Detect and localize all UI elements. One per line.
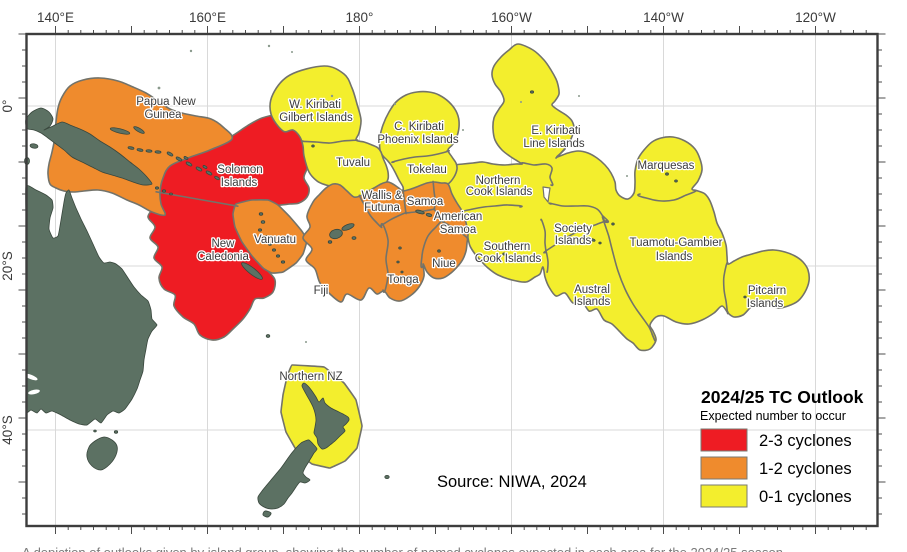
svg-text:Phoenix Islands: Phoenix Islands <box>377 134 458 146</box>
svg-text:Source: NIWA, 2024: Source: NIWA, 2024 <box>437 473 587 491</box>
svg-text:Solomon: Solomon <box>217 164 262 176</box>
svg-text:E. Kiribati: E. Kiribati <box>531 125 580 137</box>
svg-text:Austral: Austral <box>574 284 610 296</box>
svg-text:Islands: Islands <box>656 251 693 263</box>
svg-text:Papua New: Papua New <box>136 96 196 108</box>
svg-text:0°: 0° <box>0 100 15 113</box>
svg-text:Islands: Islands <box>747 298 784 310</box>
svg-text:20°S: 20°S <box>0 251 15 280</box>
svg-text:Tonga: Tonga <box>387 274 419 286</box>
svg-text:120°W: 120°W <box>795 10 836 25</box>
svg-text:Line Islands: Line Islands <box>523 138 585 150</box>
svg-text:140°W: 140°W <box>643 10 684 25</box>
svg-text:Pitcairn: Pitcairn <box>748 285 786 297</box>
svg-text:Marquesas: Marquesas <box>638 160 695 172</box>
svg-text:Wallis &: Wallis & <box>361 190 402 202</box>
svg-text:2-3 cyclones: 2-3 cyclones <box>759 432 852 450</box>
svg-text:Fiji: Fiji <box>314 285 329 297</box>
svg-text:Tuvalu: Tuvalu <box>336 157 370 169</box>
svg-text:C. Kiribati: C. Kiribati <box>394 121 444 133</box>
svg-text:180°: 180° <box>346 10 374 25</box>
svg-text:Niue: Niue <box>432 258 456 270</box>
svg-text:Tuamotu-Gambier: Tuamotu-Gambier <box>630 237 723 249</box>
svg-text:Northern NZ: Northern NZ <box>279 371 342 383</box>
svg-text:Futuna: Futuna <box>364 202 400 214</box>
svg-text:Islands: Islands <box>221 177 258 189</box>
svg-text:40°S: 40°S <box>0 415 15 444</box>
svg-text:Northern: Northern <box>476 175 521 187</box>
svg-text:Cook Islands: Cook Islands <box>475 253 542 265</box>
svg-text:Islands: Islands <box>574 296 611 308</box>
svg-text:W. Kiribati: W. Kiribati <box>289 99 341 111</box>
svg-text:2024/25 TC Outlook: 2024/25 TC Outlook <box>701 387 864 407</box>
svg-text:Vanuatu: Vanuatu <box>254 234 296 246</box>
svg-text:Guinea: Guinea <box>144 109 182 121</box>
svg-text:New: New <box>211 238 235 250</box>
svg-text:Expected number to occur: Expected number to occur <box>700 409 846 423</box>
svg-text:140°E: 140°E <box>37 10 74 25</box>
svg-text:160°E: 160°E <box>189 10 226 25</box>
svg-text:Cook Islands: Cook Islands <box>466 186 533 198</box>
svg-text:American: American <box>434 211 483 223</box>
svg-text:Society: Society <box>554 223 592 235</box>
svg-text:1-2 cyclones: 1-2 cyclones <box>759 460 852 478</box>
svg-text:Tokelau: Tokelau <box>407 164 447 176</box>
svg-text:0-1 cyclones: 0-1 cyclones <box>759 488 852 506</box>
svg-text:160°W: 160°W <box>491 10 532 25</box>
svg-text:Islands: Islands <box>555 235 592 247</box>
svg-text:Gilbert Islands: Gilbert Islands <box>279 112 353 124</box>
svg-text:Samoa: Samoa <box>440 224 477 236</box>
svg-text:Southern: Southern <box>484 241 531 253</box>
svg-text:A depiction of outlooks given: A depiction of outlooks given by island … <box>22 545 783 552</box>
svg-text:Samoa: Samoa <box>407 196 444 208</box>
svg-text:Caledonia: Caledonia <box>197 251 249 263</box>
